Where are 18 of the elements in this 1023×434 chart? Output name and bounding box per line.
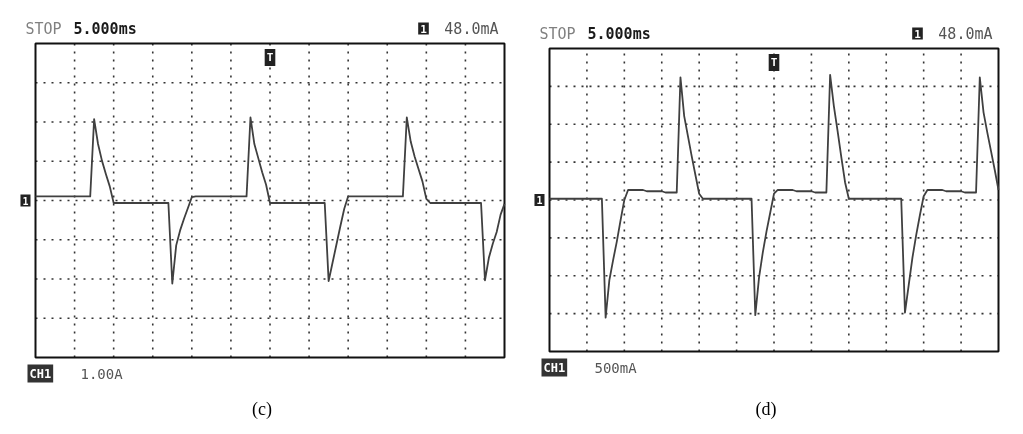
text: 5.000ms	[587, 24, 651, 43]
text: STOP	[539, 24, 576, 43]
text: (c)	[252, 398, 272, 420]
text: CH1	[543, 360, 566, 375]
text: T	[770, 56, 778, 69]
text: 48.0mA	[444, 19, 499, 38]
text: T	[266, 51, 274, 64]
text: STOP	[25, 19, 62, 38]
text: 1	[914, 27, 922, 41]
text: 1	[420, 22, 428, 36]
text: 500mA	[594, 359, 638, 376]
text: 5.000ms	[73, 19, 137, 38]
text: 1	[536, 195, 543, 206]
text: CH1	[29, 366, 52, 381]
text: (d)	[755, 398, 777, 420]
text: 48.0mA	[938, 24, 993, 43]
text: 1	[22, 195, 29, 207]
text: 1.00A	[80, 365, 124, 382]
